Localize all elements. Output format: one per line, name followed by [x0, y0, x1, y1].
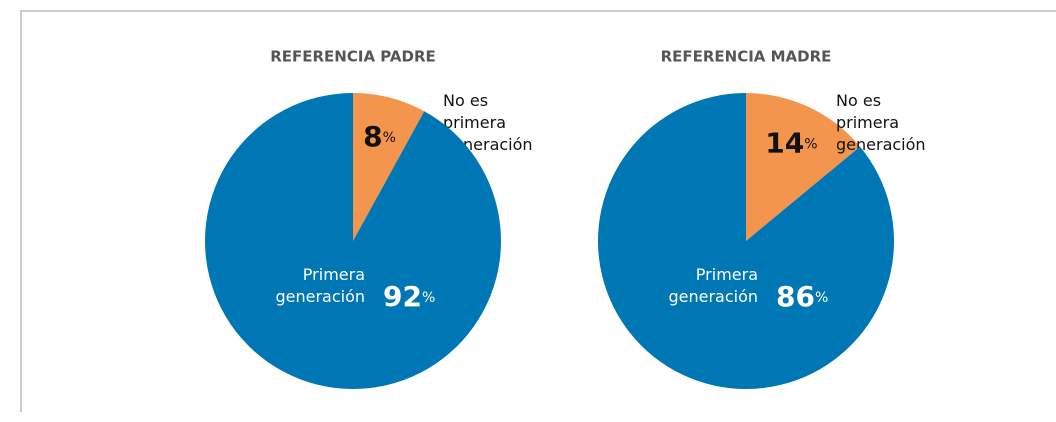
category-label: Primera generación [668, 265, 758, 306]
label-line: Primera [303, 265, 365, 284]
pie-slice [746, 93, 861, 241]
value-label: 86% [776, 280, 828, 313]
value-unit: % [804, 137, 817, 153]
value-label: 14% [765, 127, 817, 160]
pie-slice [598, 93, 894, 389]
chart-title: REFERENCIA MADRE [661, 48, 832, 66]
value-number: 8 [363, 120, 382, 153]
value-label: 8% [363, 120, 396, 153]
label-line: generación [668, 287, 758, 306]
value-unit: % [422, 290, 435, 306]
label-line: generación [275, 287, 365, 306]
value-number: 86 [776, 280, 815, 313]
pie-slice [204, 93, 501, 389]
label-line: No es [443, 91, 488, 110]
label-line: primera [836, 113, 899, 132]
label-line: Primera [696, 265, 758, 284]
value-number: 14 [765, 127, 804, 160]
value-unit: % [815, 290, 828, 306]
label-line: No es [836, 91, 881, 110]
category-label: No es primera generación [836, 91, 926, 154]
category-label: Primera generación [275, 265, 365, 306]
label-line: primera [443, 113, 506, 132]
chart-title: REFERENCIA PADRE [270, 48, 436, 66]
label-line: generación [836, 135, 926, 154]
pie-slice [353, 93, 425, 241]
value-unit: % [383, 130, 396, 146]
value-number: 92 [383, 280, 422, 313]
value-label: 92% [383, 280, 435, 313]
